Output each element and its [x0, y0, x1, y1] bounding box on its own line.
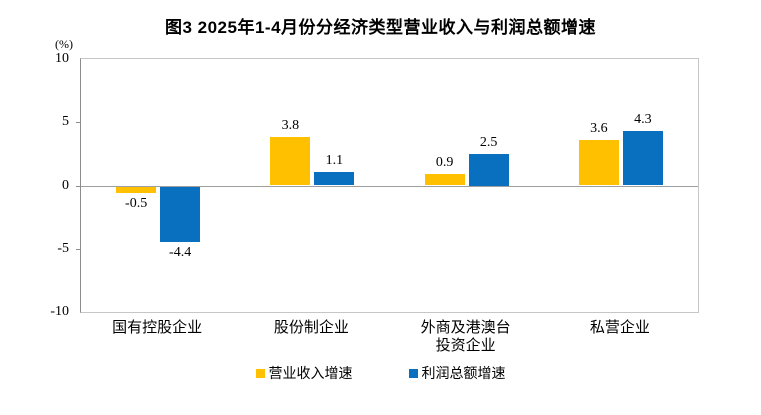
bar: [314, 171, 355, 186]
bar: [622, 131, 663, 186]
y-axis-tick-mark: [76, 248, 81, 250]
x-axis-label: 国有控股企业: [112, 320, 203, 336]
bar-value-label: 0.9: [435, 155, 454, 171]
x-axis-label: 外商及港澳台 投资企业: [420, 320, 511, 354]
bar-value-label: -0.5: [125, 195, 148, 211]
legend-label-profit: 利润总额增速: [421, 367, 506, 382]
profit-series-swatch-icon: [408, 368, 418, 378]
y-axis-tick-label: 5: [62, 114, 69, 130]
zero-axis-line: [81, 185, 698, 187]
bar-value-label: 4.3: [634, 112, 652, 128]
y-axis-unit-label: (%): [55, 37, 73, 51]
bar-value-label: 3.8: [281, 118, 300, 134]
bar: [160, 186, 201, 243]
bar-value-label: -4.4: [169, 245, 192, 261]
y-axis-tick-mark: [76, 122, 81, 124]
x-axis-labels: 国有控股企业 股份制企业 外商及港澳台 投资企业 私营企业: [80, 319, 697, 359]
bar: [468, 153, 509, 186]
bar-value-label: 2.5: [479, 134, 498, 150]
y-axis-tick-mark: [76, 185, 81, 187]
y-axis-tick-label: -10: [50, 304, 69, 319]
legend-label-revenue: 营业收入增速: [268, 367, 353, 382]
chart-title: 图3 2025年1-4月份分经济类型营业收入与利润总额增速: [164, 18, 597, 37]
legend-item-profit: 利润总额增速: [408, 363, 506, 383]
x-axis-label: 股份制企业: [273, 320, 349, 336]
revenue-series-swatch-icon: [255, 368, 265, 378]
y-axis-tick-label: -5: [57, 240, 69, 256]
bar-value-label: 3.6: [590, 120, 608, 136]
legend-item-revenue: 营业收入增速: [255, 363, 353, 383]
bar: [116, 186, 157, 193]
bar-value-label: 1.1: [325, 152, 344, 168]
bar: [270, 137, 311, 186]
y-axis-tick-label: 10: [55, 51, 69, 66]
plot-area: (%) 10 5 0 -5 -10 -0.5 -4.4 3.8 1.1 0.9 2.5 3.6 4.3: [50, 37, 699, 319]
x-axis-label: 私营企业: [589, 320, 650, 336]
bar: [578, 139, 619, 186]
legend: 营业收入增速 利润总额增速: [0, 363, 761, 383]
y-axis-tick-label: 0: [62, 177, 69, 193]
bar: [424, 174, 465, 186]
